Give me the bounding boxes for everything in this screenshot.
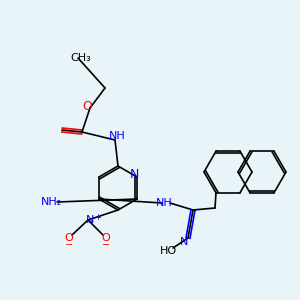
Text: O: O (82, 100, 92, 112)
Text: O: O (102, 233, 110, 243)
Text: N: N (86, 215, 94, 225)
Text: −: − (102, 240, 110, 250)
Text: NH: NH (109, 131, 125, 141)
Text: N: N (180, 237, 188, 247)
Text: O: O (64, 233, 74, 243)
Text: NH: NH (156, 198, 172, 208)
Text: HO: HO (159, 246, 177, 256)
Text: −: − (65, 240, 73, 250)
Text: N: N (129, 169, 139, 182)
Text: NH₂: NH₂ (41, 197, 63, 207)
Text: CH₃: CH₃ (70, 53, 92, 63)
Text: +: + (94, 212, 101, 221)
